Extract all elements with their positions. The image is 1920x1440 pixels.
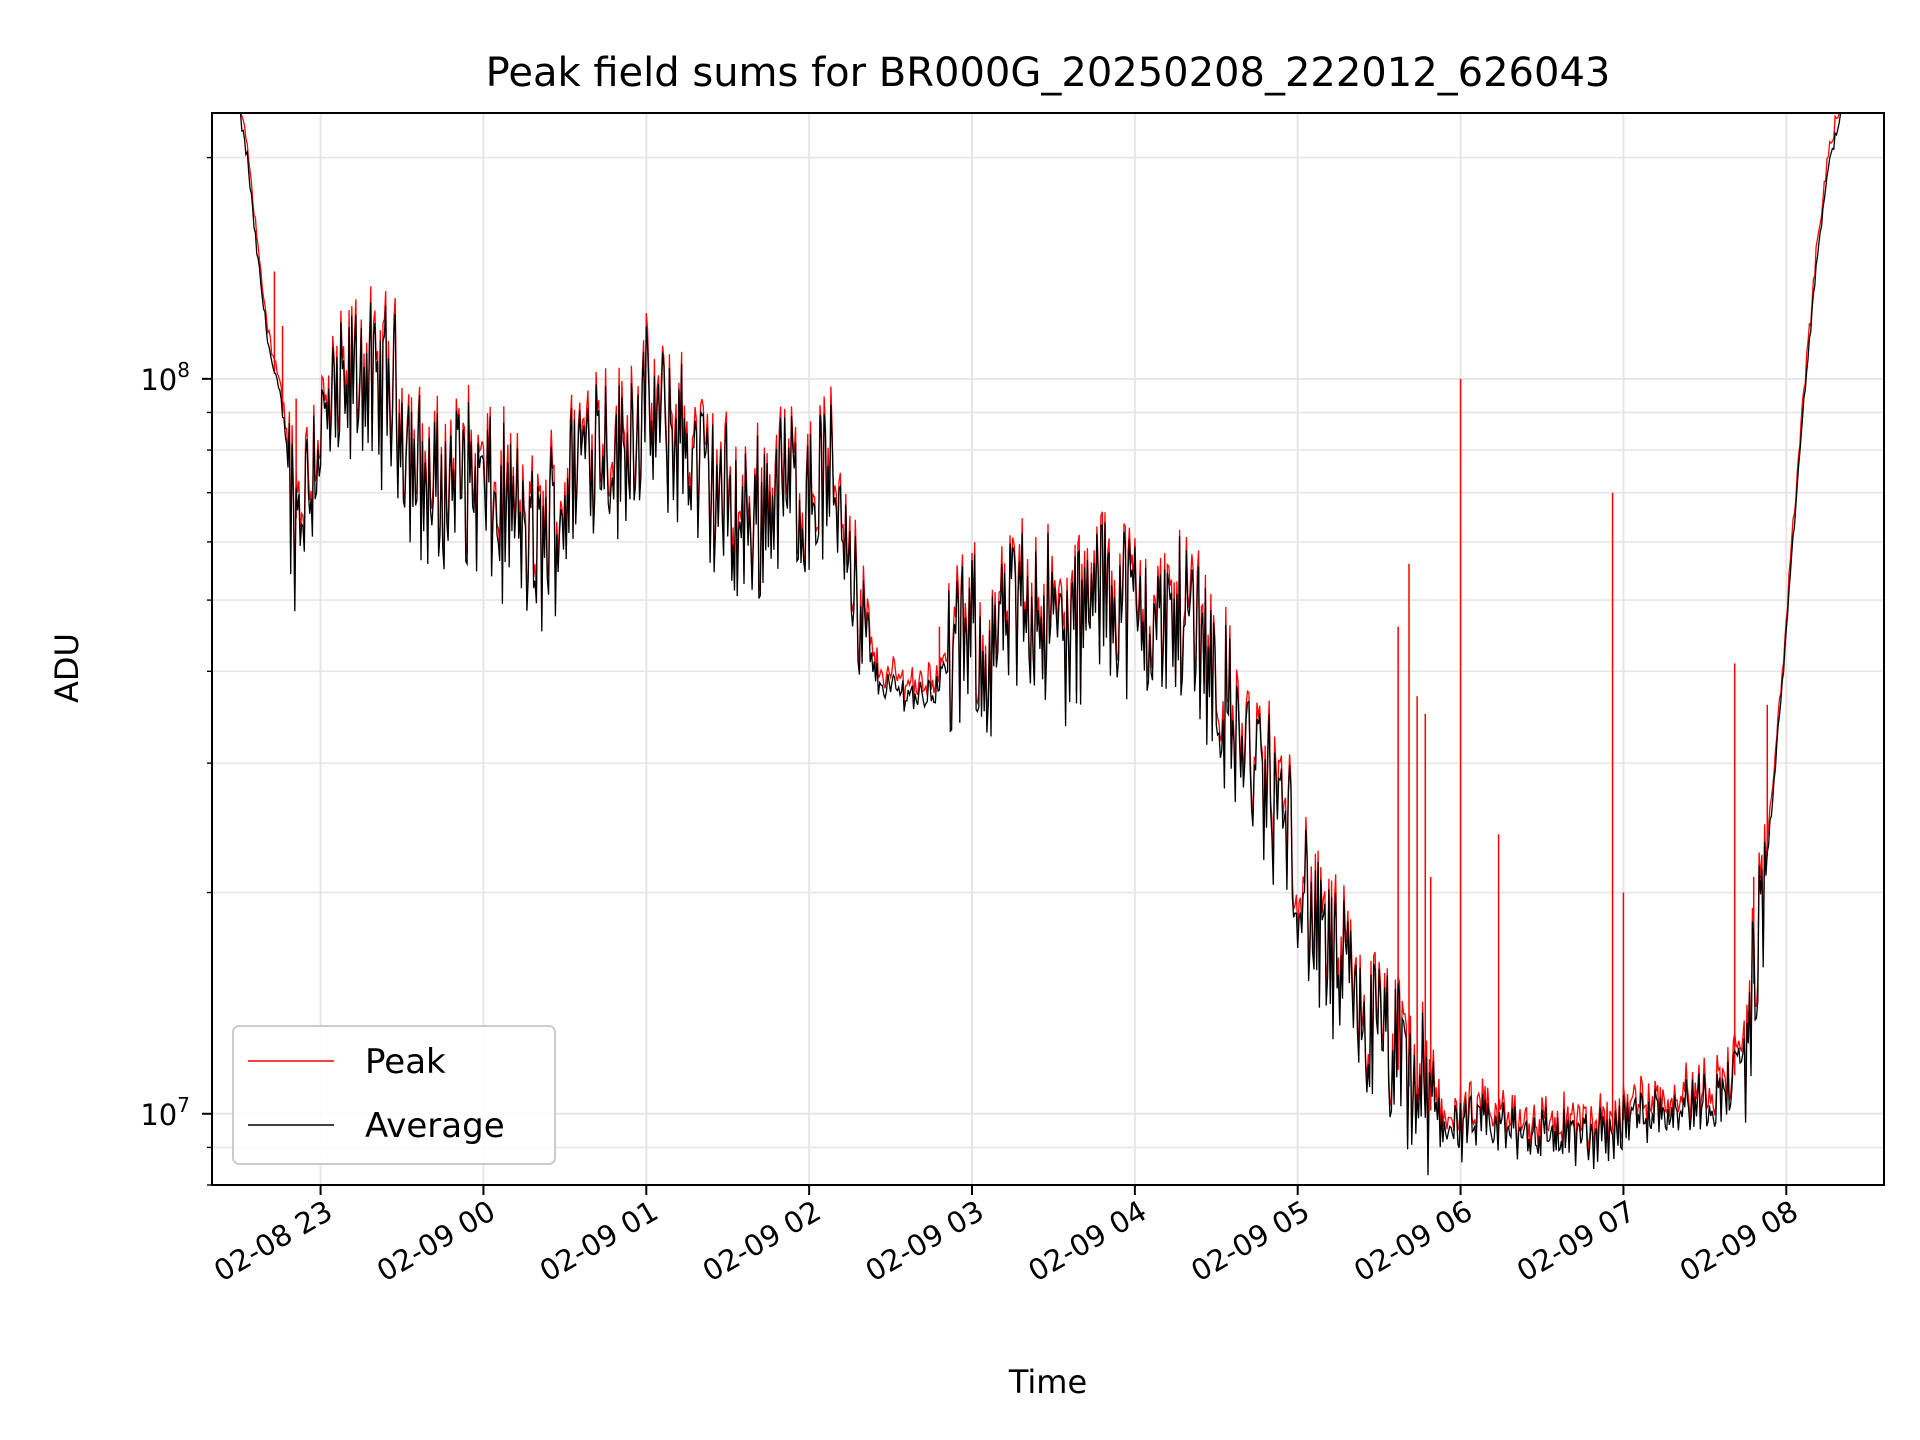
- legend: Peak Average: [232, 1025, 556, 1165]
- legend-average-label: Average: [365, 1106, 505, 1146]
- y-tick-label: 108: [140, 358, 190, 397]
- y-tick-label: 107: [140, 1093, 190, 1132]
- average-series: [238, 112, 1842, 1176]
- x-axis-title: Time: [1008, 1363, 1087, 1401]
- y-axis: 107 108: [140, 156, 212, 1186]
- average-line: [238, 112, 1842, 1176]
- legend-peak-label: Peak: [365, 1042, 446, 1082]
- plot-area: [212, 113, 1884, 1185]
- chart-title: Peak field sums for BR000G_20250208_2220…: [486, 50, 1611, 96]
- y-axis-title: ADU: [48, 633, 86, 703]
- plot-frame: [211, 112, 1885, 1186]
